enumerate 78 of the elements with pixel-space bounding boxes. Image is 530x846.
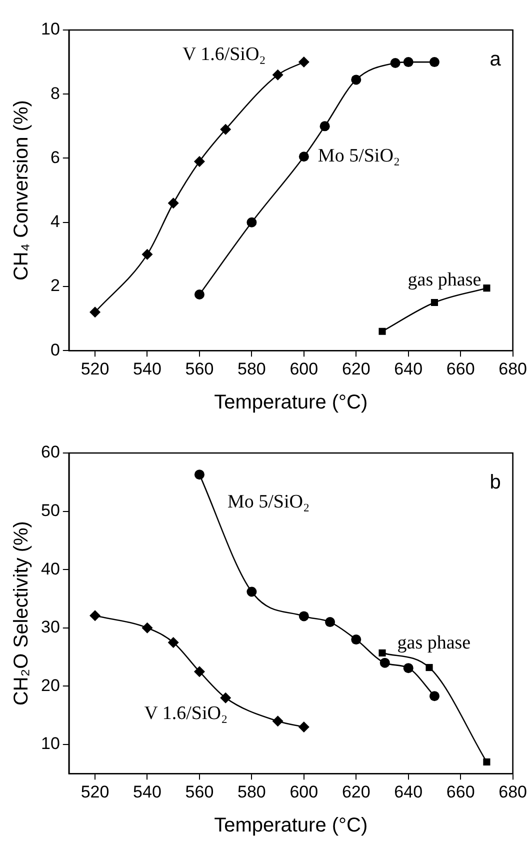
x-tick-label: 560 (185, 359, 214, 378)
point (403, 663, 414, 674)
point (142, 248, 153, 260)
y-tick-label: 6 (50, 148, 60, 167)
point (378, 649, 386, 656)
point (194, 470, 204, 480)
x-axis-title: Temperature (°C) (214, 392, 368, 414)
annotation: b (490, 472, 501, 494)
point (272, 69, 284, 80)
x-tick-label: 520 (80, 359, 110, 378)
annotation: a (490, 48, 502, 71)
point (220, 124, 232, 135)
y-axis-title: CH₂O Selectivity (%) (10, 521, 33, 706)
point (403, 57, 414, 68)
x-tick-label: 580 (238, 782, 266, 802)
point (429, 57, 440, 68)
point (380, 658, 390, 668)
point (351, 634, 362, 645)
x-axis-title: Temperature (°C) (214, 814, 368, 837)
x-tick-label: 540 (133, 782, 162, 802)
x-tick-label: 600 (290, 359, 318, 378)
x-tick-label: 660 (446, 359, 475, 378)
y-tick-label: 30 (40, 618, 60, 637)
point (320, 121, 330, 132)
point (272, 716, 284, 727)
point (325, 617, 336, 628)
x-tick-label: 580 (238, 359, 266, 378)
y-tick-label: 4 (50, 212, 60, 232)
point (220, 692, 232, 704)
point (351, 74, 362, 85)
y-tick-label: 40 (40, 559, 60, 578)
series-label: gas phase (408, 269, 482, 290)
x-tick-label: 600 (290, 782, 318, 802)
point (298, 611, 309, 622)
point (168, 636, 179, 648)
series-label: Mo 5/SiO₂ (227, 492, 310, 513)
point (90, 610, 101, 622)
point (483, 284, 490, 292)
series-label: V 1.6/SiO₂ (144, 702, 228, 724)
point (194, 289, 204, 300)
point (168, 198, 179, 209)
point (298, 721, 310, 732)
x-tick-label: 620 (342, 782, 370, 802)
y-tick-label: 8 (50, 84, 60, 103)
point (430, 298, 438, 306)
y-tick-label: 20 (40, 676, 60, 695)
point (426, 664, 433, 672)
point (298, 56, 310, 68)
x-tick-label: 640 (394, 782, 423, 802)
x-tick-label: 680 (498, 782, 528, 802)
point (378, 328, 386, 335)
y-tick-label: 60 (40, 442, 60, 462)
x-tick-label: 680 (498, 359, 528, 378)
y-tick-label: 10 (40, 20, 60, 39)
y-tick-label: 2 (50, 276, 60, 296)
point (298, 152, 309, 162)
y-tick-label: 50 (40, 500, 60, 520)
x-tick-label: 560 (185, 782, 214, 802)
series-label: Mo 5/SiO₂ (318, 146, 400, 167)
point (390, 58, 400, 68)
x-tick-label: 540 (133, 359, 162, 378)
point (483, 758, 490, 766)
y-tick-label: 0 (50, 340, 60, 360)
y-tick-label: 10 (40, 734, 60, 754)
y-axis-title: CH₄ Conversion (%) (10, 100, 33, 281)
series-label: gas phase (397, 632, 471, 654)
point (246, 586, 257, 597)
point (90, 306, 101, 318)
x-tick-label: 640 (394, 359, 423, 378)
point (246, 217, 257, 228)
x-tick-label: 620 (342, 359, 370, 378)
series-label: V 1.6/SiO₂ (182, 44, 266, 65)
point (429, 691, 440, 702)
point (142, 622, 153, 634)
point (194, 666, 205, 678)
point (194, 156, 205, 167)
x-tick-label: 520 (80, 782, 110, 802)
x-tick-label: 660 (446, 782, 475, 802)
